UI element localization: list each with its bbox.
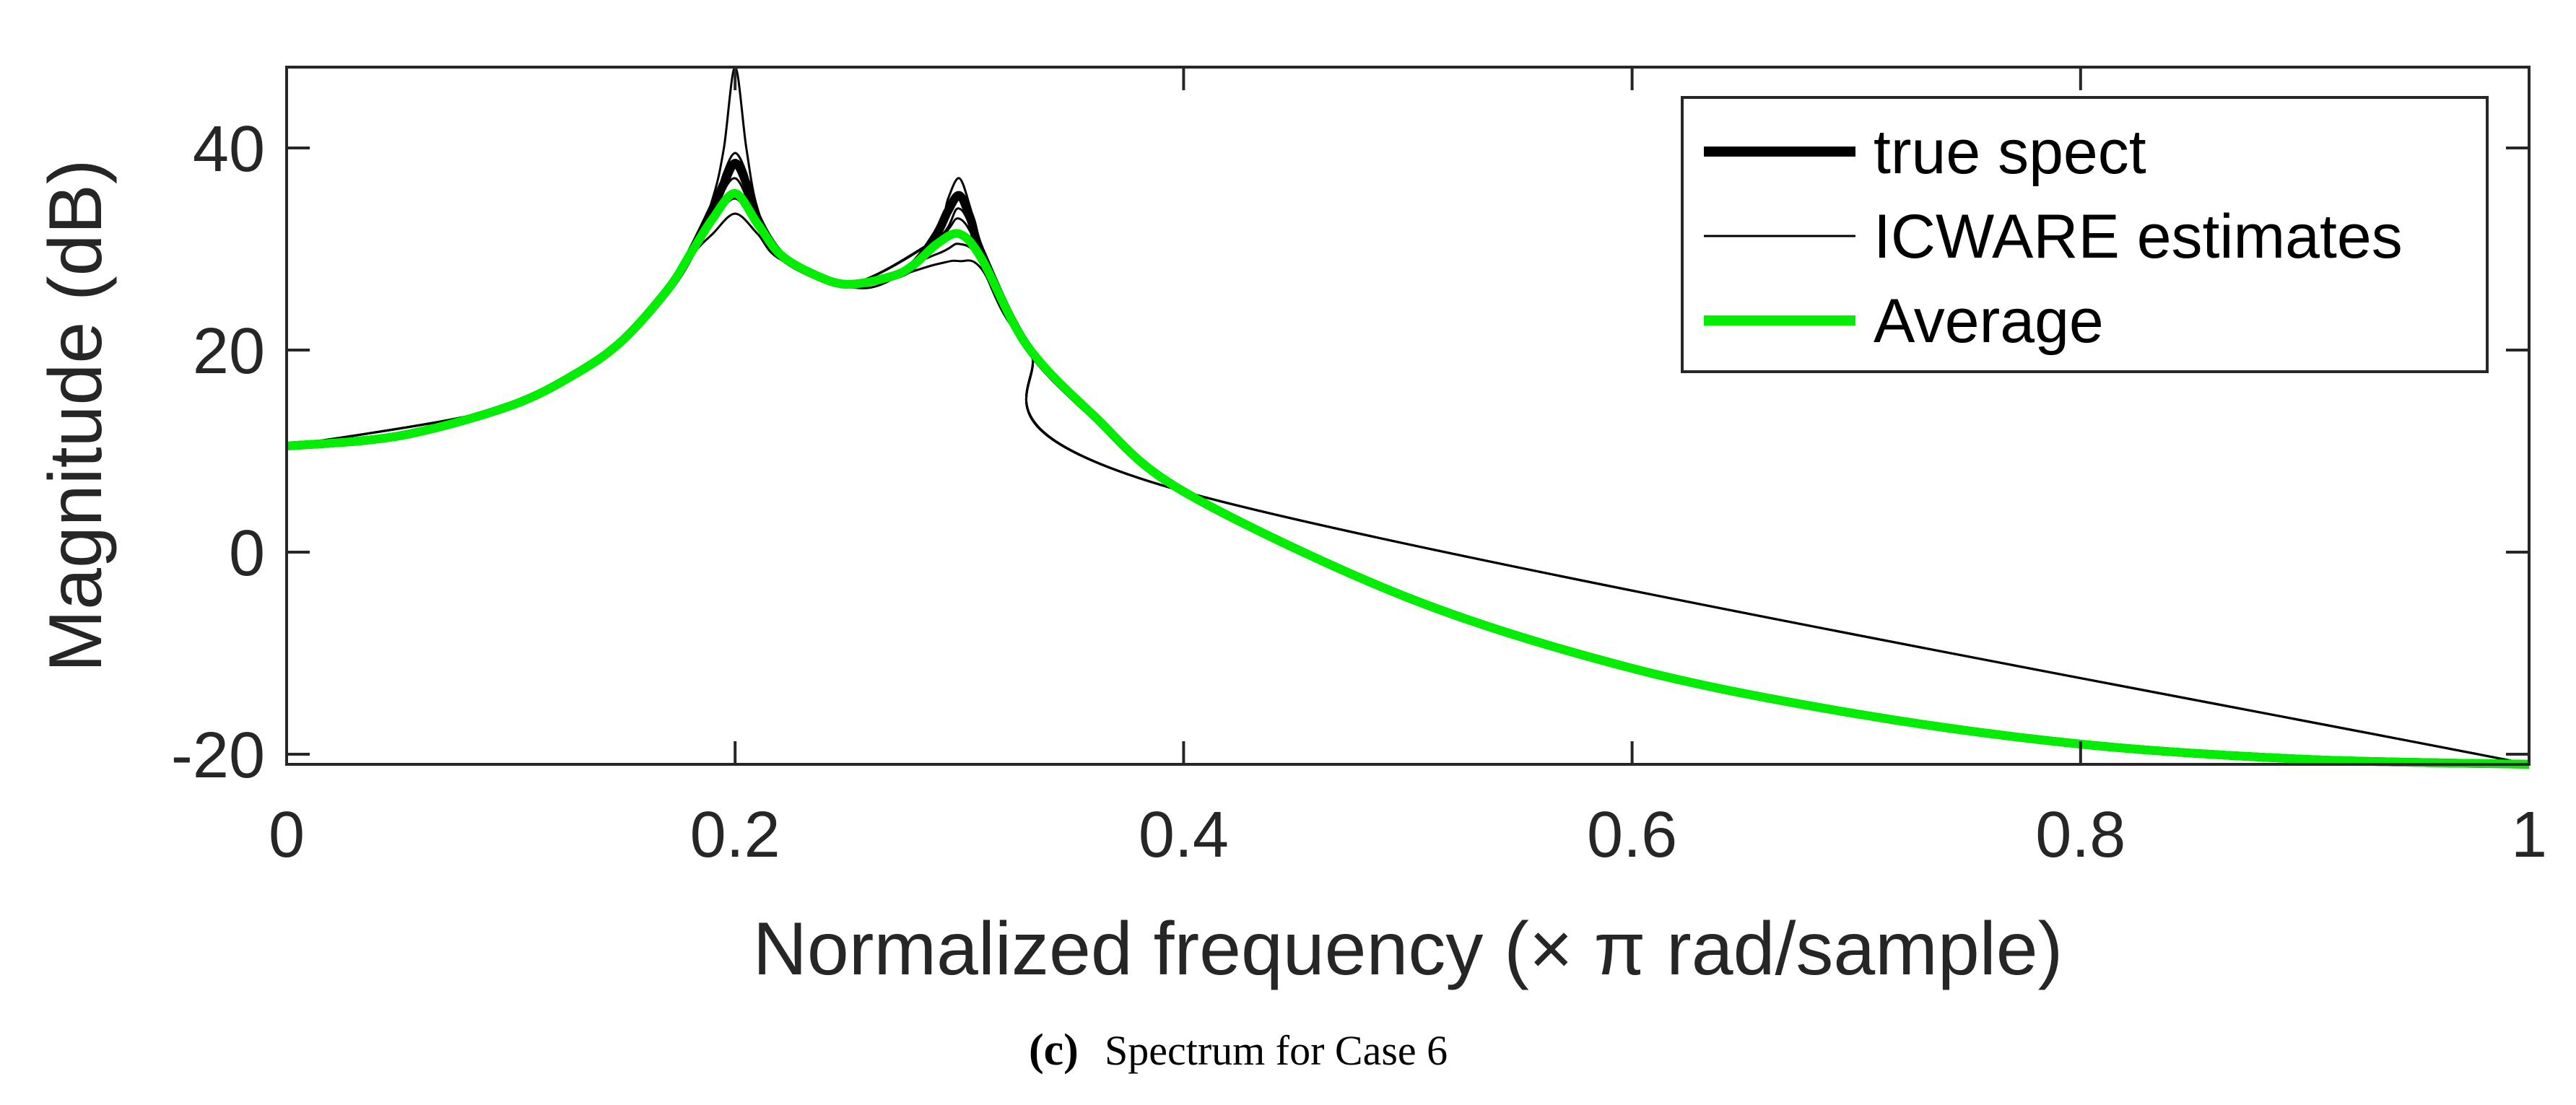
y-axis-label: Magnitude (dB) — [34, 159, 118, 672]
legend-label-true-spect: true spect — [1874, 118, 2146, 187]
y-tick-label: 40 — [193, 113, 265, 185]
x-tick-label: 0.8 — [2035, 799, 2125, 871]
caption-text: Spectrum for Case 6 — [1105, 1027, 1448, 1074]
y-tick-label: -20 — [171, 720, 265, 792]
caption-letter: (c) — [1029, 1026, 1079, 1075]
y-tick-label: 0 — [229, 517, 265, 590]
x-axis-label: Normalized frequency (× π rad/sample) — [753, 907, 2063, 991]
x-tick-label: 1 — [2511, 799, 2547, 871]
x-tick-label: 0.6 — [1587, 799, 1677, 871]
average-line — [286, 189, 2530, 769]
series-layer — [286, 66, 2530, 769]
x-tick-label: 0.4 — [1139, 799, 1229, 871]
caption: (c) Spectrum for Case 6 — [1029, 1026, 1448, 1075]
x-tick-label: 0.2 — [690, 799, 780, 871]
y-tick-label: 20 — [193, 315, 265, 388]
plot-frame — [285, 66, 2531, 766]
x-tick-label: 0 — [269, 799, 305, 871]
legend: true spect ICWARE estimates Average — [1681, 96, 2489, 373]
legend-box — [1681, 96, 2489, 373]
legend-label-estimates: ICWARE estimates — [1874, 202, 2403, 271]
legend-label-average: Average — [1874, 287, 2104, 356]
